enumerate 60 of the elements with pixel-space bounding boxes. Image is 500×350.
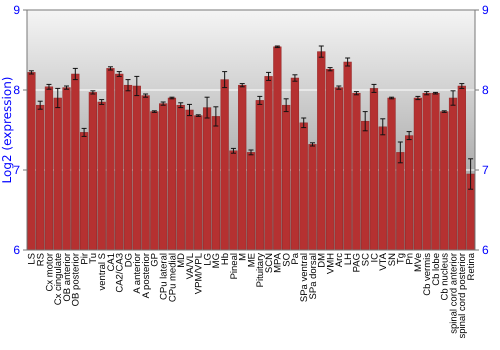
x-tick-label: DG <box>123 253 134 268</box>
x-tick-label: A posterior <box>140 253 152 298</box>
x-tick-label: SPa dorsal <box>308 253 319 300</box>
x-tick-label: MG <box>211 253 222 268</box>
x-tick-label: Tu <box>88 253 100 264</box>
x-tick-label: MD <box>176 252 188 268</box>
x-tick-label: OB anterior <box>62 253 73 302</box>
x-tick-label: A anterior <box>132 253 144 294</box>
y2-tick-label: 6 <box>482 242 489 257</box>
x-tick-label: Cb lobe <box>430 253 442 286</box>
x-tick-label: MVe <box>413 253 424 272</box>
x-tick-label: Pituitary <box>255 252 266 288</box>
x-tick-label: LS <box>26 253 38 265</box>
x-tick-label: Arc <box>334 252 346 268</box>
x-tick-label: Pineal <box>228 253 240 280</box>
y-tick-label: 9 <box>13 2 20 17</box>
x-tick-label: SO <box>281 253 292 267</box>
x-tick-label: Pir <box>79 253 90 265</box>
x-tick-label: VMH <box>325 252 336 274</box>
x-tick-label: ventral S <box>96 253 108 290</box>
y2-tick-label: 8 <box>482 82 489 97</box>
x-tick-label: SCN <box>264 252 275 274</box>
x-tick-label: spinal cord anterior <box>448 253 460 334</box>
x-tick-label: IC <box>369 252 380 262</box>
x-tick-label: SPa ventral <box>299 253 310 302</box>
x-tick-label: LH <box>342 252 354 266</box>
x-tick-label: Cx motor <box>44 253 56 292</box>
x-tick-label: SC <box>360 252 372 266</box>
x-tick-label: GP <box>150 253 161 267</box>
x-tick-label: VPM/VPL <box>194 253 205 294</box>
x-tick-label: SN <box>386 252 398 266</box>
x-tick-label: ME <box>246 253 258 268</box>
x-tick-label: Cb nucleus <box>440 252 451 301</box>
x-tick-label: Pn <box>404 253 416 265</box>
x-tick-label: DM <box>316 252 328 268</box>
x-tick-label: VTA <box>378 252 390 271</box>
x-tick-label: RS <box>36 253 46 266</box>
x-tick-label: Tg <box>396 253 407 264</box>
x-tick-label: OB posterior <box>70 253 82 306</box>
x-tick-label: CA1 <box>106 253 117 272</box>
x-tick-label: CPu lateral <box>158 253 170 300</box>
x-tick-label: MPA <box>272 252 284 273</box>
x-tick-label: VA/VL <box>184 253 196 280</box>
x-tick-label: CPu medial <box>167 253 178 302</box>
y-axis-title: Log2 (expression) <box>0 76 14 184</box>
x-tick-label: CA2/CA3 <box>114 253 126 293</box>
y2-tick-label: 9 <box>482 2 489 17</box>
y-tick-label: 8 <box>13 82 20 97</box>
y-tick-label: 6 <box>13 242 20 257</box>
x-tick-label: PAG <box>352 253 363 272</box>
x-tick-label: M <box>238 252 249 261</box>
x-tick-label: Cx cingulate <box>53 253 64 306</box>
x-tick-label: spinal cord posterior <box>457 253 468 339</box>
x-tick-label: LG <box>202 253 214 266</box>
x-tick-label: Pa <box>290 252 302 265</box>
x-tick-label: Retina <box>466 252 477 280</box>
y2-tick-label: 7 <box>482 162 489 177</box>
x-tick-label: Hb <box>220 253 231 266</box>
x-tick-label: Cb vermis <box>422 252 434 296</box>
y-tick-label: 7 <box>13 162 20 177</box>
